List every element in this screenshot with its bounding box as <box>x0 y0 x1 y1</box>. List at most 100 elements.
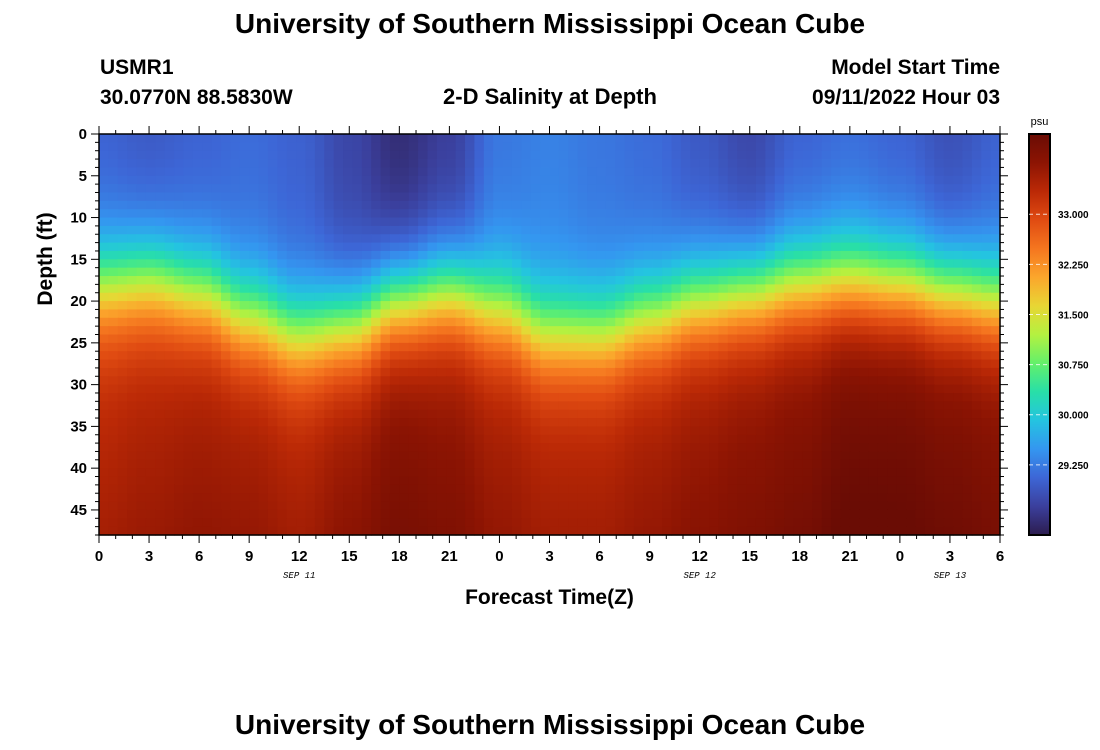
heatmap-cell <box>399 367 410 377</box>
heatmap-cell <box>511 401 522 411</box>
heatmap-cell <box>399 409 410 419</box>
heatmap-cell <box>971 317 982 327</box>
heatmap-cell <box>821 250 832 260</box>
heatmap-cell <box>662 451 673 461</box>
heatmap-cell <box>108 459 119 469</box>
heatmap-cell <box>493 150 504 160</box>
heatmap-cell <box>371 334 382 344</box>
heatmap-cell <box>802 526 813 536</box>
heatmap-cell <box>896 225 907 235</box>
heatmap-cell <box>690 426 701 436</box>
heatmap-cell <box>202 301 213 311</box>
heatmap-cell <box>127 351 138 361</box>
heatmap-cell <box>793 209 804 219</box>
heatmap-cell <box>953 200 964 210</box>
heatmap-cell <box>812 451 823 461</box>
heatmap-cell <box>343 175 354 185</box>
heatmap-cell <box>474 242 485 252</box>
heatmap-cell <box>680 209 691 219</box>
heatmap-cell <box>530 159 541 169</box>
heatmap-cell <box>943 501 954 511</box>
heatmap-cell <box>690 342 701 352</box>
heatmap-cell <box>174 234 185 244</box>
heatmap-cell <box>145 526 156 536</box>
heatmap-cell <box>324 134 335 143</box>
heatmap-cell <box>427 384 438 394</box>
heatmap-cell <box>624 426 635 436</box>
heatmap-cell <box>624 159 635 169</box>
heatmap-cell <box>924 359 935 369</box>
heatmap-cell <box>155 418 166 427</box>
heatmap-cell <box>568 334 579 344</box>
heatmap-cell <box>746 359 757 369</box>
heatmap-cell <box>155 351 166 361</box>
heatmap-cell <box>953 392 964 402</box>
heatmap-cell <box>502 309 513 319</box>
heatmap-cell <box>483 326 494 336</box>
heatmap-cell <box>755 142 766 152</box>
heatmap-cell <box>615 418 626 427</box>
heatmap-cell <box>174 426 185 436</box>
heatmap-cell <box>117 267 128 277</box>
heatmap-cell <box>511 342 522 352</box>
heatmap-cell <box>493 259 504 269</box>
heatmap-cell <box>934 192 945 202</box>
heatmap-cell <box>849 409 860 419</box>
heatmap-cell <box>821 518 832 528</box>
heatmap-cell <box>296 317 307 327</box>
heatmap-cell <box>361 359 372 369</box>
heatmap-cell <box>765 526 776 536</box>
heatmap-cell <box>521 418 532 427</box>
heatmap-cell <box>99 451 109 461</box>
heatmap-cell <box>202 142 213 152</box>
heatmap-cell <box>643 351 654 361</box>
heatmap-cell <box>755 184 766 194</box>
heatmap-cell <box>868 192 879 202</box>
heatmap-cell <box>333 459 344 469</box>
heatmap-cell <box>906 468 917 478</box>
heatmap-cell <box>953 476 964 486</box>
heatmap-cell <box>596 267 607 277</box>
heatmap-cell <box>192 134 203 143</box>
heatmap-cell <box>840 159 851 169</box>
heatmap-cell <box>765 509 776 519</box>
heatmap-cell <box>174 259 185 269</box>
heatmap-cell <box>981 426 992 436</box>
heatmap-cell <box>662 159 673 169</box>
heatmap-cell <box>249 309 260 319</box>
heatmap-cell <box>737 501 748 511</box>
heatmap-cell <box>671 150 682 160</box>
heatmap-cell <box>868 284 879 294</box>
heatmap-cell <box>971 409 982 419</box>
heatmap-cell <box>765 234 776 244</box>
heatmap-cell <box>127 209 138 219</box>
heatmap-cell <box>314 509 325 519</box>
heatmap-cell <box>277 443 288 453</box>
heatmap-cell <box>859 501 870 511</box>
heatmap-cell <box>145 426 156 436</box>
heatmap-cell <box>408 167 419 177</box>
heatmap-cell <box>127 276 138 285</box>
heatmap-cell <box>192 451 203 461</box>
heatmap-cell <box>511 392 522 402</box>
heatmap-cell <box>727 134 738 143</box>
heatmap-cell <box>558 376 569 386</box>
heatmap-cell <box>211 184 222 194</box>
heatmap-cell <box>568 459 579 469</box>
heatmap-cell <box>793 376 804 386</box>
heatmap-cell <box>849 392 860 402</box>
heatmap-cell <box>296 409 307 419</box>
heatmap-cell <box>155 342 166 352</box>
heatmap-cell <box>389 276 400 285</box>
heatmap-cell <box>840 509 851 519</box>
heatmap-cell <box>192 418 203 427</box>
heatmap-cell <box>981 468 992 478</box>
heatmap-cell <box>474 443 485 453</box>
heatmap-cell <box>765 309 776 319</box>
heatmap-cell <box>511 184 522 194</box>
heatmap-cell <box>117 351 128 361</box>
heatmap-cell <box>812 334 823 344</box>
heatmap-cell <box>709 418 720 427</box>
heatmap-cell <box>577 342 588 352</box>
heatmap-cell <box>737 200 748 210</box>
